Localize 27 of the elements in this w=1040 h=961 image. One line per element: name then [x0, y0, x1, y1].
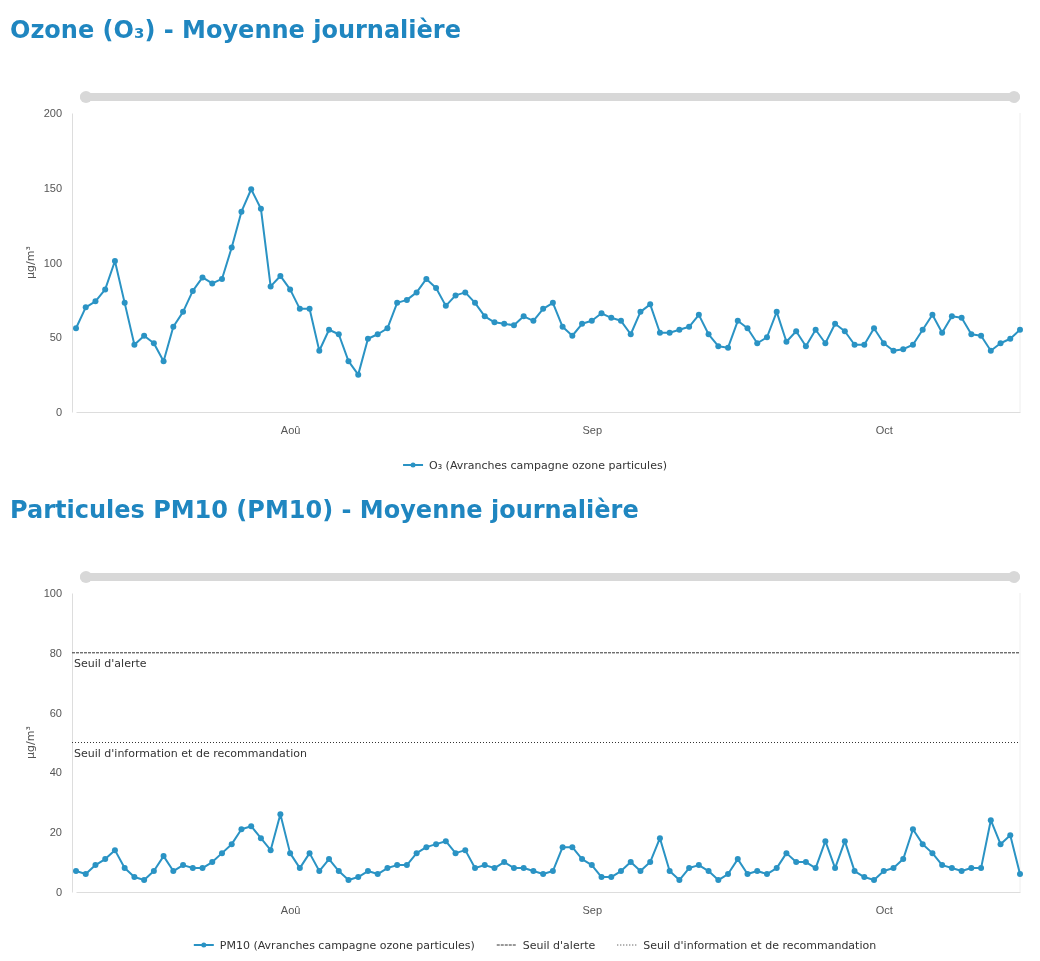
legend-label: Seuil d'alerte	[522, 939, 596, 952]
y-tick-label: 0	[55, 406, 62, 419]
x-tick-label: Sep	[582, 903, 603, 916]
text: Seuil d'information et de recommandation	[74, 746, 307, 760]
x-tick-label: Aoû	[280, 423, 301, 436]
text: Seuil d'alerte	[74, 656, 147, 670]
x-tick-label: Sep	[582, 423, 603, 436]
y-tick-label: 60	[49, 706, 62, 719]
y-tick-label: 0	[55, 886, 62, 899]
y-axis-title: µg/m³	[24, 246, 37, 279]
y-tick-label: 80	[49, 646, 62, 659]
legend-label: O₃ (Avranches campagne ozone particules)	[429, 459, 667, 472]
chart-title: Ozone (O₃) - Moyenne journalière	[10, 16, 461, 44]
x-tick-label: Aoû	[280, 903, 301, 916]
x-tick-label: Oct	[875, 903, 893, 916]
y-tick-label: 100	[43, 256, 62, 269]
y-tick-label: 200	[43, 107, 62, 120]
y-tick-label: 150	[43, 181, 62, 194]
y-tick-label: 20	[49, 826, 62, 839]
legend-label: Seuil d'information et de recommandation	[643, 939, 877, 952]
y-tick-label: 40	[49, 766, 62, 779]
y-tick-label: 100	[43, 587, 62, 600]
legend-label: PM10 (Avranches campagne ozone particules)	[219, 939, 475, 952]
x-tick-label: Oct	[875, 423, 893, 436]
chart-title: Particules PM10 (PM10) - Moyenne journalière	[10, 496, 639, 524]
y-axis-title: µg/m³	[24, 726, 37, 759]
y-tick-label: 50	[49, 331, 62, 344]
